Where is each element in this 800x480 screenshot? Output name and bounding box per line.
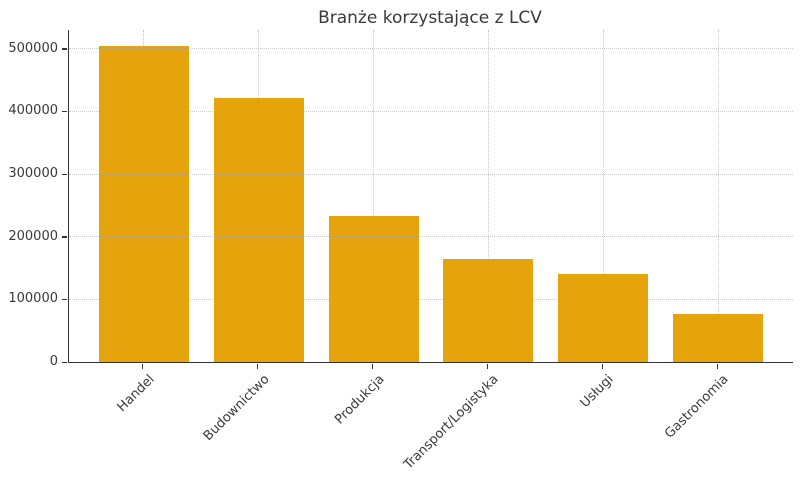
horizontal-gridline [69,236,793,238]
x-axis-tick-label-handel: Handel [114,372,158,416]
vertical-gridline [143,30,145,362]
y-axis-tick-mark [62,110,67,113]
y-axis-tick-mark [62,236,67,238]
x-axis-tick-mark [716,363,719,369]
x-axis-tick-label-us-ugi: Usługi [578,372,617,411]
x-axis-tick-label-produkcja: Produkcja [331,372,388,428]
vertical-gridline [258,30,260,362]
y-axis-tick-mark [62,298,67,301]
x-axis-tick-mark [257,363,259,369]
y-axis-tick-mark [62,361,67,363]
y-axis-tick-mark [62,173,67,175]
y-axis-tick-label: 300000 [8,166,58,182]
x-axis-tick-mark [372,363,374,369]
x-axis-tick-label-transport-logistyka: Transport/Logistyka [401,372,503,473]
horizontal-gridline [69,298,793,300]
horizontal-gridline [69,173,793,175]
plot-area [68,30,793,363]
vertical-gridline [602,30,604,362]
horizontal-gridline [69,48,793,50]
horizontal-gridline [69,110,793,112]
y-axis-tick-label: 400000 [8,103,58,119]
y-axis-tick-label: 0 [49,354,58,369]
y-axis-tick-label: 200000 [8,228,58,244]
x-axis-tick-mark [486,363,489,369]
x-axis-tick-mark [142,363,144,369]
vertical-gridline [373,30,375,362]
vertical-gridline [487,30,489,362]
y-axis-tick-label: 100000 [8,291,58,307]
x-axis-tick-label-budownictwo: Budownictwo [200,372,273,444]
y-axis-tick-mark [62,48,67,50]
chart-title: Branże korzystające z LCV [318,8,542,28]
x-axis-tick-label-gastronomia: Gastronomia [662,372,732,442]
y-axis-tick-label: 500000 [8,40,58,56]
vertical-gridline [717,30,719,362]
x-axis-tick-mark [601,363,604,369]
